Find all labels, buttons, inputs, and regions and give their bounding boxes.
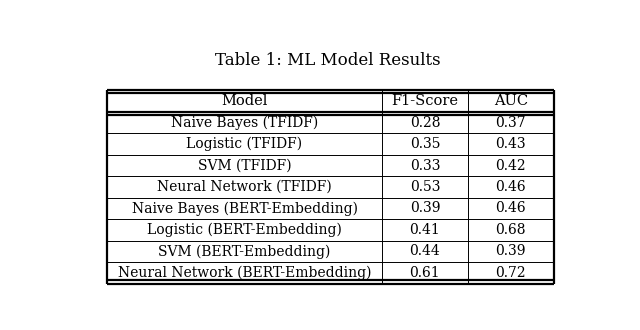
Text: Naive Bayes (BERT-Embedding): Naive Bayes (BERT-Embedding) <box>132 201 358 215</box>
Text: 0.44: 0.44 <box>410 244 440 258</box>
Text: Logistic (TFIDF): Logistic (TFIDF) <box>186 137 303 151</box>
Text: Logistic (BERT-Embedding): Logistic (BERT-Embedding) <box>147 223 342 237</box>
Text: 0.46: 0.46 <box>495 201 526 215</box>
Text: 0.33: 0.33 <box>410 158 440 173</box>
Text: Table 1: ML Model Results: Table 1: ML Model Results <box>215 52 441 69</box>
Text: Model: Model <box>221 94 268 108</box>
Text: 0.61: 0.61 <box>410 266 440 280</box>
Text: 0.39: 0.39 <box>410 201 440 215</box>
Text: 0.41: 0.41 <box>410 223 440 237</box>
Text: Neural Network (TFIDF): Neural Network (TFIDF) <box>157 180 332 194</box>
Text: Neural Network (BERT-Embedding): Neural Network (BERT-Embedding) <box>118 266 371 280</box>
Text: 0.42: 0.42 <box>495 158 526 173</box>
Text: SVM (TFIDF): SVM (TFIDF) <box>198 158 291 173</box>
Text: F1-Score: F1-Score <box>392 94 458 108</box>
Text: 0.37: 0.37 <box>495 115 526 130</box>
Text: 0.68: 0.68 <box>495 223 526 237</box>
Text: SVM (BERT-Embedding): SVM (BERT-Embedding) <box>158 244 331 258</box>
Text: 0.39: 0.39 <box>495 244 526 258</box>
Text: 0.28: 0.28 <box>410 115 440 130</box>
Text: 0.46: 0.46 <box>495 180 526 194</box>
Text: AUC: AUC <box>494 94 528 108</box>
Text: 0.43: 0.43 <box>495 137 526 151</box>
Text: 0.35: 0.35 <box>410 137 440 151</box>
Text: Naive Bayes (TFIDF): Naive Bayes (TFIDF) <box>171 115 318 130</box>
Text: 0.72: 0.72 <box>495 266 526 280</box>
Text: 0.53: 0.53 <box>410 180 440 194</box>
